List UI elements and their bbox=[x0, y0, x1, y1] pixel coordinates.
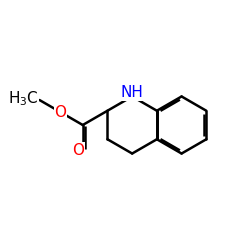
Text: H$_3$C: H$_3$C bbox=[8, 90, 38, 108]
Text: O: O bbox=[54, 105, 66, 120]
Text: NH: NH bbox=[121, 86, 144, 100]
Text: O: O bbox=[72, 143, 85, 158]
